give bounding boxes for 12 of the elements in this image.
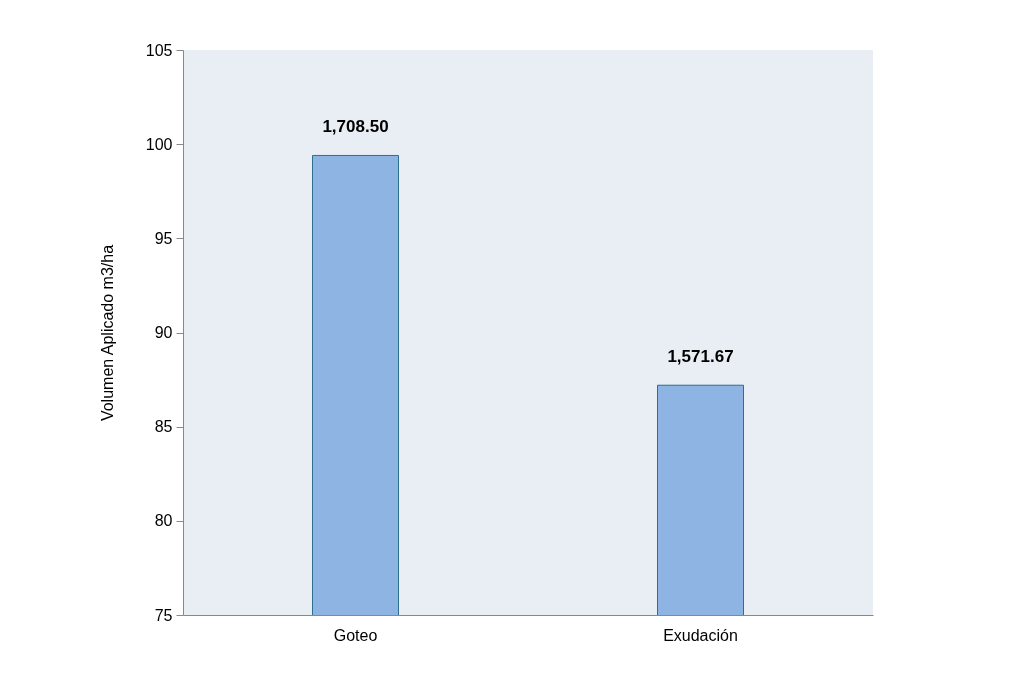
- y-axis-title: Volumen Aplicado m3/ha: [98, 244, 116, 422]
- annotation: 1,708.50: [322, 117, 389, 137]
- y-tick-label: 90: [154, 324, 173, 341]
- y-tick-label: 85: [154, 418, 173, 436]
- y-tick-label: 80: [154, 512, 173, 530]
- x-tick-label: Goteo: [333, 626, 378, 644]
- annotation: 1,571.67: [667, 347, 734, 367]
- y-tick-label: 75: [154, 606, 173, 624]
- y-tick-label: 95: [154, 229, 173, 247]
- x-tick-label: Exudación: [663, 626, 738, 644]
- y-tick-label: 100: [145, 135, 173, 153]
- y-tick-label: 105: [145, 41, 173, 59]
